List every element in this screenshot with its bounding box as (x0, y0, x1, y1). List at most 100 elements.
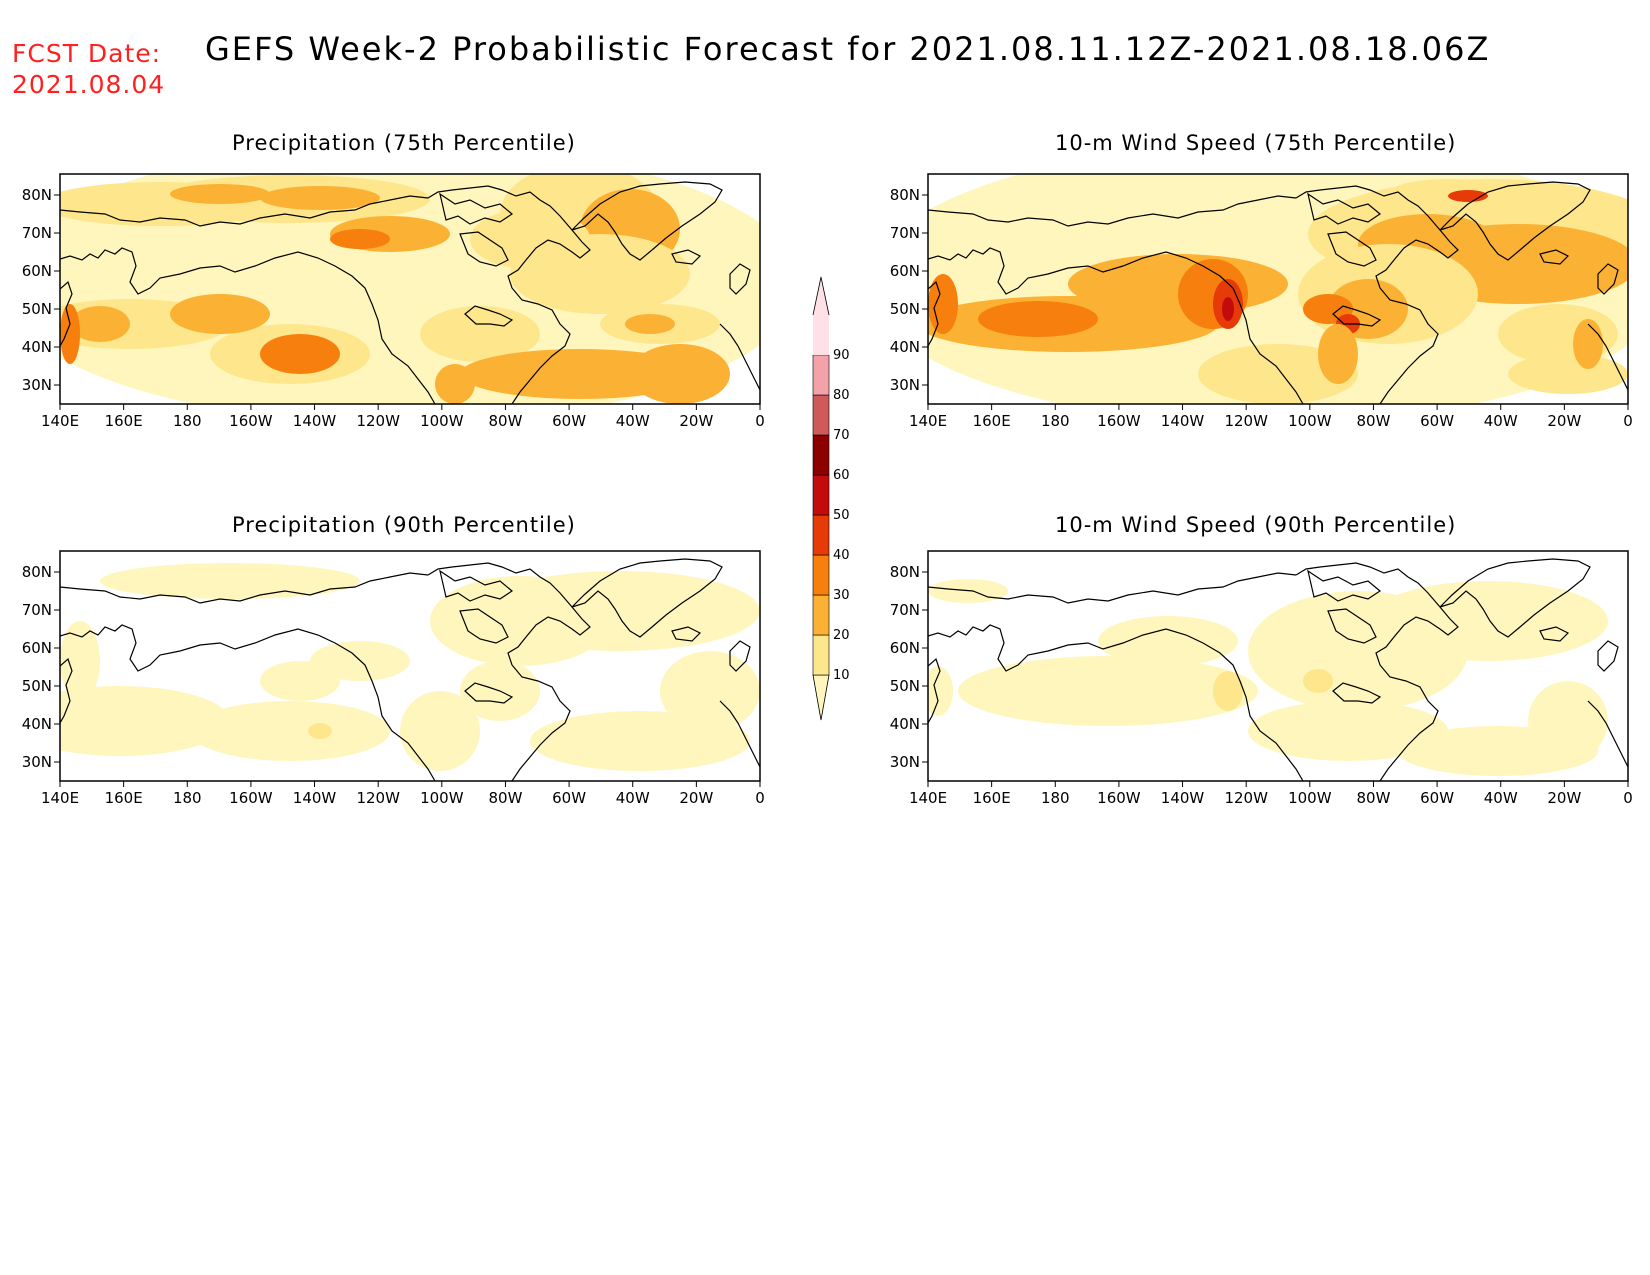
lon-tick-label: 160W (229, 412, 273, 430)
colorbar-tick-label: 10 (833, 668, 850, 683)
panel-title-wind-75: 10-m Wind Speed (75th Percentile) (1055, 131, 1457, 155)
lon-tick-label: 140W (293, 789, 337, 807)
map-frame (59, 550, 761, 782)
lat-tick-label: 70N (22, 224, 52, 242)
lon-tick-label: 100W (1288, 412, 1332, 430)
lon-tick-label: 160E (105, 412, 143, 430)
lat-tick-label: 50N (890, 300, 920, 318)
lon-tick-label: 180 (1041, 789, 1070, 807)
lon-tick-label: 180 (1041, 412, 1070, 430)
lat-tick-label: 60N (890, 262, 920, 280)
lon-tick-label: 120W (356, 412, 400, 430)
lon-tick-label: 40W (616, 412, 650, 430)
fcst-date-value: 2021.08.04 (12, 70, 166, 99)
lat-tick-label: 50N (22, 677, 52, 695)
lon-tick-label: 20W (679, 789, 713, 807)
lon-tick-label: 40W (1484, 789, 1518, 807)
map-panel-wind-75: 80N 70N 60N 50N 40N 30N 140E 160E 180 160W 140W 120… (890, 173, 1633, 430)
colorbar-segment (812, 514, 830, 556)
fcst-date-label: FCST Date: (12, 39, 162, 68)
lon-tick-label: 60W (1420, 412, 1454, 430)
lon-tick-label: 20W (1547, 789, 1581, 807)
lon-tick-label: 180 (173, 789, 202, 807)
coastlines-wind-75 (928, 181, 1628, 404)
colorbar-tick-label: 70 (833, 428, 850, 443)
colorbar-segment (812, 474, 830, 516)
map-panel-wind-90: 80N 70N 60N 50N 40N 30N 140E 160E 180 160W 140W 120… (890, 550, 1633, 807)
lon-tick-label: 120W (1224, 789, 1268, 807)
colorbar-tick-label: 30 (833, 588, 850, 603)
lon-tick-label: 40W (1484, 412, 1518, 430)
lat-tick-label: 40N (890, 715, 920, 733)
forecast-date-block: FCST Date: 2021.08.04 (12, 38, 165, 100)
lat-tick-label: 80N (890, 186, 920, 204)
lon-tick-label: 140W (1161, 412, 1205, 430)
lat-tick-label: 50N (22, 300, 52, 318)
lat-tick-label: 30N (22, 753, 52, 771)
probability-shading-wind-75 (928, 174, 1628, 404)
lon-tick-label: 160E (973, 412, 1011, 430)
lon-tick-label: 0 (755, 412, 765, 430)
coastlines-wind-90 (928, 558, 1628, 781)
panel-title-precip-90: Precipitation (90th Percentile) (232, 513, 576, 537)
colorbar-segment (812, 634, 830, 676)
colorbar-legend: 10 20 30 40 50 60 70 80 90 (812, 276, 850, 721)
coastlines-precip-90 (60, 558, 760, 781)
colorbar-segment (812, 434, 830, 476)
colorbar-tick-label: 20 (833, 628, 850, 643)
colorbar-tick-label: 90 (833, 348, 850, 363)
colorbar-tick-label: 40 (833, 548, 850, 563)
lat-tick-label: 30N (890, 753, 920, 771)
map-frame (59, 173, 761, 405)
lon-tick-label: 140E (909, 789, 947, 807)
lon-tick-label: 120W (1224, 412, 1268, 430)
lat-tick-label: 50N (890, 677, 920, 695)
lon-tick-label: 180 (173, 412, 202, 430)
lon-tick-label: 60W (552, 412, 586, 430)
colorbar-segment (812, 394, 830, 436)
lon-tick-label: 120W (356, 789, 400, 807)
lon-tick-label: 0 (1623, 789, 1633, 807)
coastlines-precip-75 (60, 181, 760, 404)
colorbar-tick-label: 50 (833, 508, 850, 523)
lon-tick-label: 160W (1097, 412, 1141, 430)
lat-tick-label: 70N (890, 601, 920, 619)
lon-tick-label: 0 (755, 789, 765, 807)
lon-tick-label: 80W (488, 789, 522, 807)
lon-tick-label: 80W (488, 412, 522, 430)
lon-tick-label: 80W (1356, 789, 1390, 807)
lat-tick-label: 40N (22, 715, 52, 733)
lat-tick-label: 30N (890, 376, 920, 394)
lon-tick-label: 100W (420, 412, 464, 430)
map-panel-precip-90: 80N 70N 60N 50N 40N 30N 140E 160E 180 160W 140W 120… (22, 550, 765, 807)
colorbar-tick-label: 80 (833, 388, 850, 403)
lon-tick-label: 0 (1623, 412, 1633, 430)
colorbar-segment (812, 594, 830, 636)
lon-tick-label: 140E (41, 789, 79, 807)
panel-title-wind-90: 10-m Wind Speed (90th Percentile) (1055, 513, 1457, 537)
map-frame (927, 173, 1629, 405)
lat-tick-label: 70N (22, 601, 52, 619)
colorbar-segment (813, 315, 829, 355)
lat-tick-label: 80N (22, 186, 52, 204)
lat-tick-label: 40N (890, 338, 920, 356)
lat-tick-label: 80N (22, 563, 52, 581)
colorbar-bottom-arrow (812, 674, 830, 721)
lon-tick-label: 80W (1356, 412, 1390, 430)
lat-tick-label: 80N (890, 563, 920, 581)
lon-tick-label: 100W (1288, 789, 1332, 807)
lon-tick-label: 140W (1161, 789, 1205, 807)
lon-tick-label: 140E (909, 412, 947, 430)
lon-tick-label: 20W (1547, 412, 1581, 430)
lat-tick-label: 60N (22, 639, 52, 657)
colorbar-segment (812, 354, 830, 396)
lat-tick-label: 60N (22, 262, 52, 280)
lat-tick-label: 30N (22, 376, 52, 394)
panel-title-precip-75: Precipitation (75th Percentile) (232, 131, 576, 155)
colorbar-top-arrow (812, 276, 830, 316)
lon-tick-label: 160E (973, 789, 1011, 807)
lon-tick-label: 140W (293, 412, 337, 430)
map-panel-precip-75: 80N 70N 60N 50N 40N 30N 140E 160E 180 160W 140W 120… (22, 173, 765, 430)
lon-tick-label: 140E (41, 412, 79, 430)
lat-tick-label: 40N (22, 338, 52, 356)
